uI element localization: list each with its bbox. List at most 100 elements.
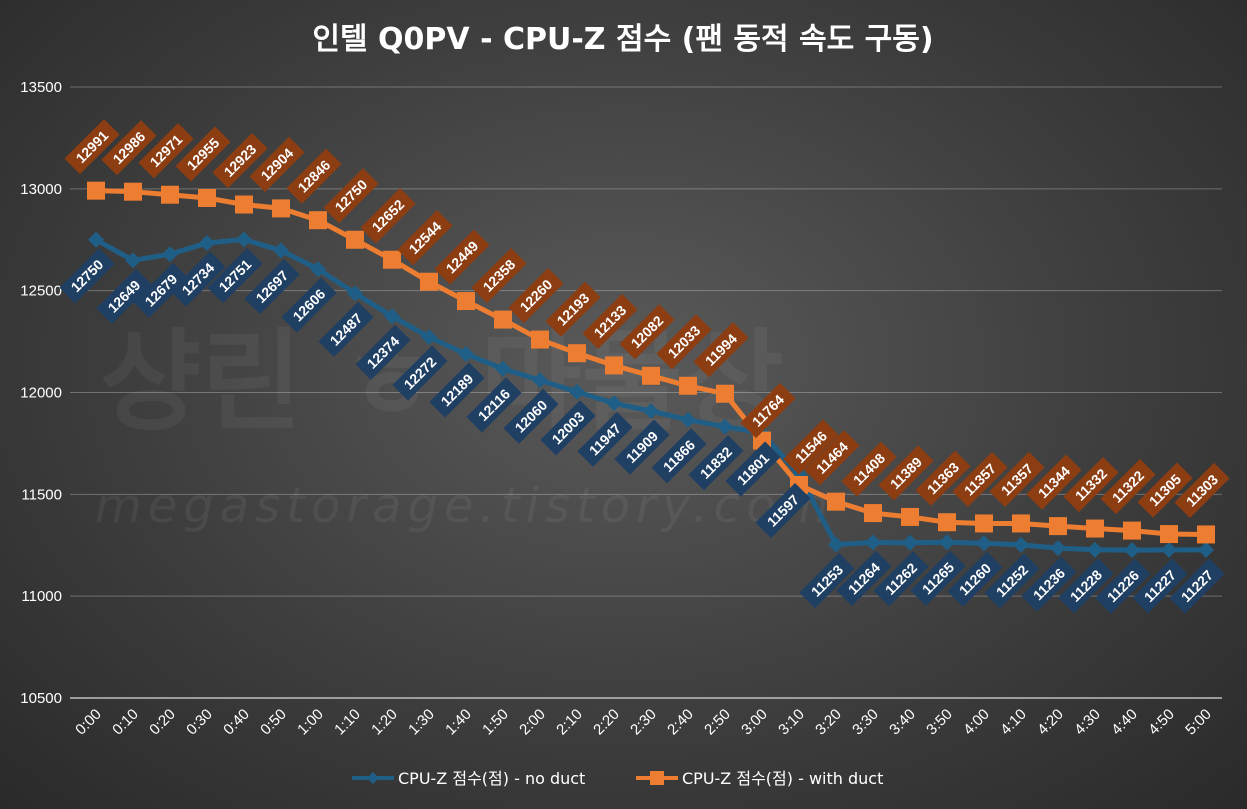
data-label-box	[207, 247, 263, 304]
data-point	[1012, 514, 1030, 533]
data-label-box	[1058, 558, 1114, 614]
x-tick-label: 0:20	[146, 706, 179, 739]
data-point	[605, 356, 623, 375]
data-label-box	[910, 550, 966, 606]
data-point	[865, 534, 881, 551]
x-tick-label: 2:30	[627, 706, 660, 739]
data-label-box	[1137, 462, 1193, 518]
data-point	[864, 504, 882, 523]
series-layer	[87, 181, 1215, 559]
data-point	[199, 235, 215, 252]
x-tick-label: 2:50	[701, 706, 734, 739]
data-label-box	[577, 411, 633, 467]
series-no-duct	[88, 231, 1214, 559]
data-point	[421, 329, 437, 346]
data-point	[124, 182, 142, 201]
legend-marker	[367, 772, 379, 784]
data-label-box	[101, 120, 157, 176]
data-point	[532, 372, 548, 389]
data-label-box	[651, 428, 707, 484]
grid	[70, 86, 1222, 699]
data-point	[88, 231, 104, 248]
data-label-box	[1026, 454, 1082, 510]
data-label-box	[323, 168, 379, 224]
data-label: 12750	[59, 248, 115, 304]
data-point	[531, 330, 549, 349]
data-label-box	[693, 322, 749, 378]
x-tick-label: 1:30	[405, 706, 438, 739]
data-label-box	[582, 293, 638, 349]
data-point	[717, 418, 733, 435]
data-label-box	[725, 441, 781, 497]
x-tick-label: 1:50	[479, 706, 512, 739]
data-point	[198, 188, 216, 207]
data-label-box	[286, 148, 342, 204]
data-point	[309, 211, 327, 230]
x-axis: 0:00 0:10 0:20 0:30 0:40 0:50 1:00 1:10 1:20 1:30…	[72, 706, 1215, 739]
data-label: 12955	[175, 126, 231, 182]
data-point	[420, 272, 438, 291]
data-label-box	[878, 445, 934, 501]
data-label-box	[170, 251, 226, 307]
data-label-box	[249, 136, 305, 192]
data-label-box	[1021, 556, 1077, 612]
data-point	[1161, 541, 1177, 558]
y-tick-label: 13500	[20, 79, 62, 96]
data-label: 12544	[397, 210, 453, 266]
legend-item-no-duct: CPU-Z 점수(점) - no duct	[352, 769, 585, 788]
legend-item-with-duct: CPU-Z 점수(점) - with duct	[636, 769, 883, 788]
data-label-box	[755, 483, 811, 539]
series-with-duct	[87, 181, 1215, 544]
data-label: 12606	[281, 277, 337, 333]
x-tick-label: 2:10	[553, 706, 586, 739]
y-axis: 10500 11000 11500 12000 12500 13000 13500	[20, 79, 62, 707]
data-point	[1050, 540, 1066, 557]
data-point	[457, 292, 475, 311]
x-tick-label: 4:20	[1034, 706, 1067, 739]
data-label-box	[804, 430, 860, 486]
data-label-box	[281, 277, 337, 333]
data-label-box	[503, 388, 559, 444]
data-point	[1086, 519, 1104, 538]
data-label-box	[1063, 456, 1119, 513]
data-label: 12750	[323, 168, 379, 224]
data-point	[606, 395, 622, 412]
data-point	[310, 261, 326, 278]
data-point	[347, 285, 363, 302]
x-tick-label: 3:00	[738, 706, 771, 739]
data-point	[494, 310, 512, 329]
x-tick-label: 1:00	[294, 706, 327, 739]
data-label: 12652	[360, 188, 416, 244]
data-label-box	[540, 400, 596, 456]
chart-title: 인텔 Q0PV - CPU-Z 점수 (팬 동적 속도 구동)	[312, 22, 933, 57]
x-tick-label: 5:00	[1182, 706, 1215, 739]
data-label-box	[656, 314, 712, 370]
data-label-box	[318, 301, 374, 357]
y-tick-label: 11500	[21, 486, 62, 503]
data-point	[679, 376, 697, 395]
data-label-box	[471, 248, 527, 304]
data-point	[384, 308, 400, 325]
data-point	[939, 534, 955, 551]
data-label: 12697	[244, 258, 300, 315]
data-label-box	[59, 248, 115, 304]
data-label-box	[64, 119, 120, 175]
data-label-box	[466, 377, 522, 433]
data-point	[1197, 525, 1215, 544]
data-label-box	[836, 550, 892, 606]
data-label: 12449	[434, 229, 490, 285]
data-point	[495, 360, 511, 377]
x-tick-label: 0:50	[257, 706, 290, 739]
data-label-box	[1132, 558, 1188, 614]
x-tick-label: 4:00	[960, 706, 993, 739]
data-point	[383, 250, 401, 269]
data-point	[1049, 517, 1067, 536]
data-label-box	[989, 451, 1045, 508]
data-label-box	[175, 126, 231, 182]
data-point	[346, 230, 364, 249]
data-point	[125, 252, 141, 269]
x-tick-label: 4:10	[997, 706, 1030, 739]
data-point	[827, 492, 845, 511]
data-label-box	[360, 188, 416, 244]
watermark-url: megastorage.tistory.com	[95, 478, 834, 534]
